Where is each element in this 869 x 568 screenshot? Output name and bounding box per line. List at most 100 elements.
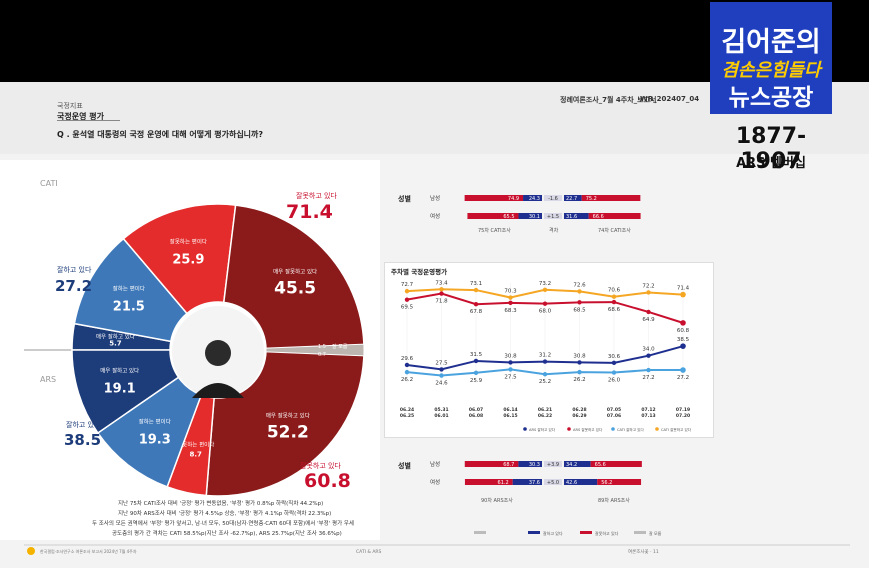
gender-diff-box [544,213,562,219]
series-value-label: 31.2 [539,353,551,359]
gender-row-label: 여성 [430,212,440,220]
gender-bar-neg2-value: 66.6 [593,214,604,220]
series-point [473,370,479,375]
gender-bar-pos2 [564,479,598,485]
x-tick-label: 06.07 [469,407,483,413]
series-point [680,367,686,373]
gender-bar-pos [512,479,542,485]
gender-bar-pos-value: 37.6 [529,480,540,486]
series-point [404,362,410,368]
series-point [577,289,582,294]
gender-diff-value: +1.5 [547,214,559,220]
legend-entry: CATI 잘못하고 있다 [661,427,692,432]
x-tick-label: 06.15 [503,413,517,419]
gender-bar-pos2-value: 22.7 [566,196,577,202]
x-tick-label: 06.22 [538,413,552,419]
series-value-label: 72.2 [642,283,654,289]
gender-bar-neg2 [588,213,641,219]
title-underline [57,120,120,121]
series-value-label: 70.6 [608,288,621,294]
gender-diff-box [544,461,562,467]
donut-ars-value-3: 19.1 [104,382,136,397]
cati-label: CATI [40,179,58,188]
series-value-label: 68.3 [504,308,517,314]
series-value-label: 73.2 [539,281,551,287]
series-point [542,301,548,306]
series-value-label: 31.5 [470,352,483,358]
legend-swatch-pos [528,531,540,534]
x-tick-label: 07.05 [607,407,621,413]
series-value-label: 73.4 [435,280,448,286]
gender-bottom-caption-left: 90차 ARS조사 [481,497,513,504]
x-tick-label: 06.01 [434,413,448,419]
series-point [404,297,410,302]
x-tick-label: 06.14 [503,407,517,413]
legend-swatch [523,427,527,431]
series-point [439,287,444,292]
donut-cati-slice-1 [122,203,237,315]
gender-bar-pos [518,461,542,467]
series-point [577,369,582,375]
gender-bar-neg [464,461,519,467]
series-value-label: 27.2 [642,375,654,381]
series-value-label: 34.0 [642,347,655,353]
legend-swatch [611,427,615,431]
donut-ars-label-0: 매우 잘못하고 있다 [266,412,310,420]
brand-line3: 뉴스공장 [728,85,814,111]
line-series-group: 29.6 27.5 31.5 30.8 31.2 30.8 30.6 34.0 38.5 69.5… [401,280,690,386]
donut-cati-value-3: 5.7 [109,340,122,348]
gender-bar-neg-value: 68.7 [503,462,514,468]
gender-row-label: 여성 [430,478,440,486]
gender-top-caption-mid: 격차 [549,227,559,234]
gender-bar-neg2-value: 56.2 [601,480,612,486]
donut-cati-value-2: 21.5 [113,299,145,314]
series-point [473,287,479,293]
legend-entry: ARS 잘못하고 있다 [573,427,603,432]
gender-bar-pos [518,213,542,219]
gender-diff-value: +5.0 [547,480,559,486]
gender-top-bars: 남성 74.9 24.3 -1.6 22.7 75.2 여성 65.5 30.1 +1.5 31.6… [430,194,641,220]
left-bottom-total-label: 잘하고 있다 [66,420,101,429]
x-tick-label: 05.31 [434,407,448,413]
x-tick-label: 06.21 [538,407,552,413]
gender-bar-pos-value: 30.3 [529,462,540,468]
series-point [611,294,617,299]
gender-bar-pos2 [564,195,582,201]
series-point [542,287,548,292]
donut-ars-value-2: 19.3 [139,432,171,447]
weekly-trend-card: 주차별 국정운영평가 29.6 27.5 31.5 30.8 31.2 30.8 30.6 3… [384,262,714,438]
x-tick-label: 07.13 [641,413,655,419]
series-value-label: 29.6 [401,356,414,362]
series-point [439,373,444,378]
donut-cati-label-1: 잘못하는 편이다 [170,237,207,245]
donut-cati-label-3: 매우 잘하고 있다 [96,333,135,341]
series-point [508,295,513,300]
series-point [404,288,410,294]
series-value-label: 67.8 [470,309,483,315]
left-top-total-label: 잘하고 있다 [57,265,92,274]
question-text: Q . 윤석열 대통령의 국정 운영에 대해 어떻게 평가하십니까? [57,130,264,139]
donut-ars-slice-0 [205,349,365,497]
series-value-label: 68.0 [539,309,552,315]
footer-center: CATI & ARS [356,549,382,555]
brand-line2: 겸손은힘들다 [721,60,821,81]
left-top-total-value: 27.2 [55,277,92,295]
gender-bar-neg-value: 65.5 [503,214,514,220]
note-4: 공도층의 평가 간 격차는 CATI 58.5%p(지난 조사 -62.7%p)… [112,529,342,537]
gender-bar-pos [523,195,542,201]
series-point [680,291,686,298]
x-tick-label: 06.28 [572,407,586,413]
unknown-cati-value: 1.5 [318,344,326,350]
series-point [646,353,651,358]
legend-entry: ARS 잘하고 있다 [529,427,556,432]
section-label: 국정지표 [57,102,83,110]
series-point [508,367,513,372]
gender-bar-neg2-value: 75.2 [586,196,597,202]
gender-bar-neg2-value: 65.6 [595,462,606,468]
series-point [646,290,651,295]
photo-body [192,383,244,398]
series-point [439,367,444,372]
gender-bottom-bars: 남성 68.7 30.3 +3.9 34.2 65.6 여성 61.2 37.6 +5.0 42.6… [430,460,642,486]
series-value-label: 60.8 [677,328,690,334]
